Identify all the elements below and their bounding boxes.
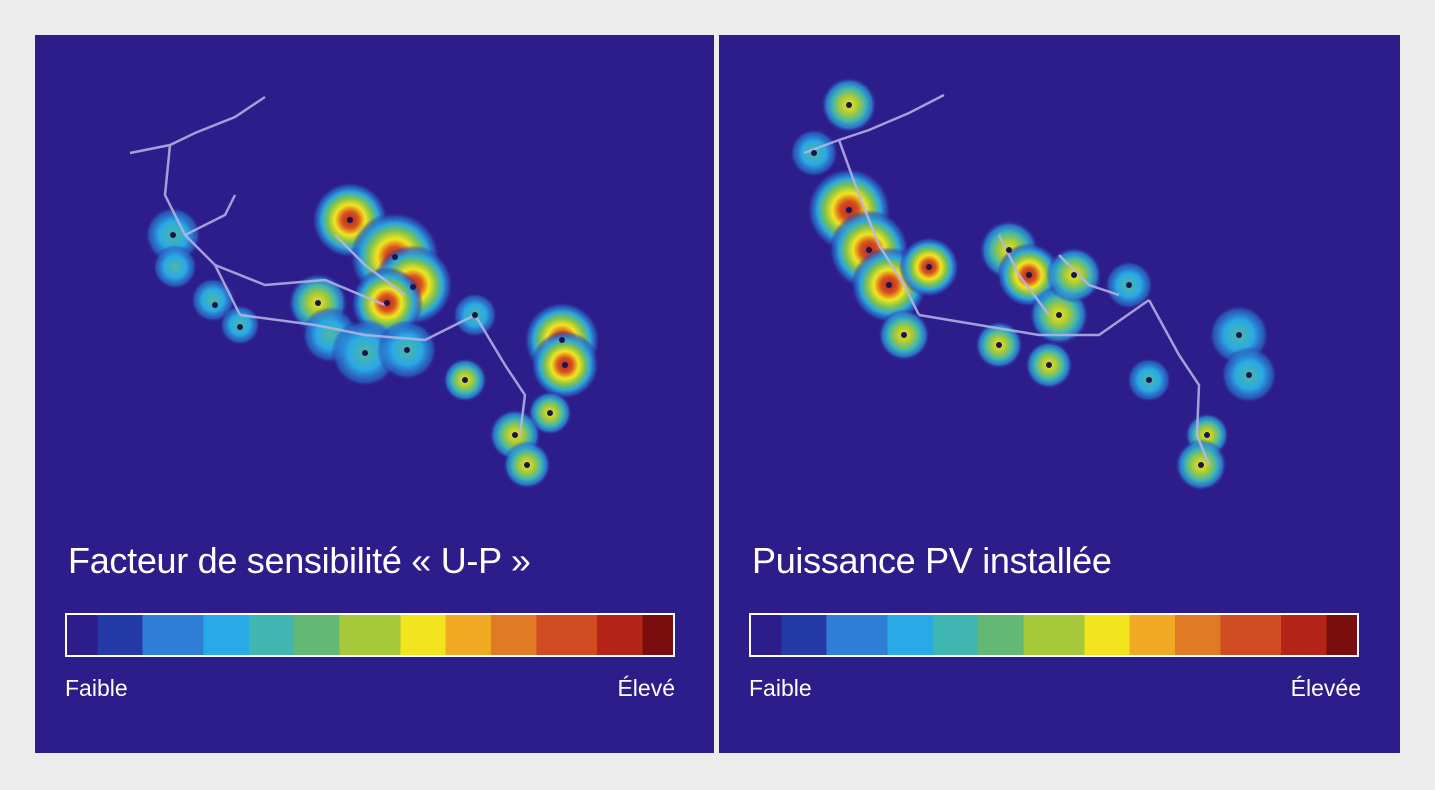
node-marker [886,282,892,288]
node-marker [901,332,907,338]
node-marker [562,362,568,368]
node-marker [547,410,553,416]
scale-high-label: Élevée [1290,675,1361,701]
node-marker [1026,272,1032,278]
panel-title: Puissance PV installée [752,540,1112,581]
node-marker [170,232,176,238]
heatmap-spot [191,278,235,322]
node-marker [926,264,932,270]
node-marker [1006,247,1012,253]
heatmap-map-pv-power [790,77,1277,491]
scale-high-label: Élevé [617,675,675,701]
node-marker [524,462,530,468]
node-marker [1056,312,1062,318]
network-lines [129,95,527,436]
node-marker [811,150,817,156]
node-marker [1146,377,1152,383]
node-marker [410,284,416,290]
heatmap-map-up-sensitivity [129,95,600,489]
panel-pv-power: Puissance PV installée Faible Élevée [719,35,1400,753]
scale-low-label: Faible [65,675,128,701]
node-marker [1236,332,1242,338]
node-marker [315,300,321,306]
color-scale-bar [749,613,1359,657]
node-markers [170,217,568,468]
node-marker [384,300,390,306]
color-scale-gradient [67,615,673,655]
color-scale-gradient [751,615,1357,655]
node-marker [1126,282,1132,288]
node-marker [559,337,565,343]
node-marker [1204,432,1210,438]
node-marker [237,324,243,330]
heatmap-spots [790,77,1277,491]
node-marker [392,254,398,260]
node-marker [1198,462,1204,468]
color-scale-bar [65,613,675,657]
node-marker [347,217,353,223]
node-marker [846,207,852,213]
network-lines [803,93,1211,466]
node-marker [1071,272,1077,278]
heatmap-spot [153,245,197,289]
node-marker [1246,372,1252,378]
panel-up-sensitivity: Facteur de sensibilité « U-P » Faible Él… [35,35,714,753]
node-marker [846,102,852,108]
node-marker [1046,362,1052,368]
node-marker [212,302,218,308]
node-marker [472,312,478,318]
node-marker [462,377,468,383]
node-marker [362,350,368,356]
node-marker [866,247,872,253]
node-marker [512,432,518,438]
node-markers [811,102,1252,468]
node-marker [996,342,1002,348]
node-marker [404,347,410,353]
panel-title: Facteur de sensibilité « U-P » [68,540,531,581]
scale-low-label: Faible [749,675,812,701]
